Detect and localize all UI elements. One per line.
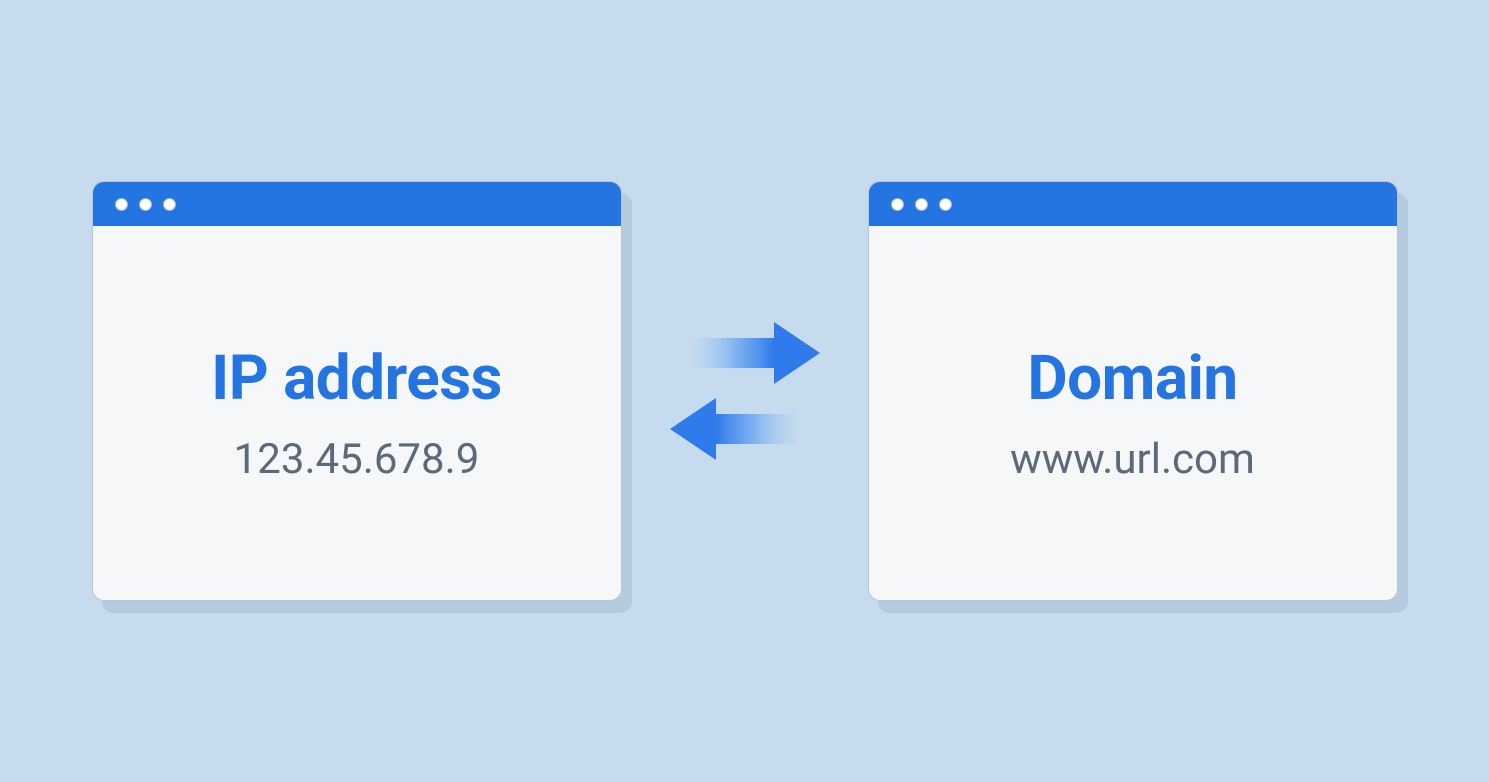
window-dot-icon: [115, 198, 128, 211]
window-dot-icon: [163, 198, 176, 211]
domain-window-titlebar: [869, 182, 1397, 226]
ip-address-window: IP address 123.45.678.9: [92, 181, 622, 601]
domain-value: www.url.com: [1010, 435, 1255, 484]
arrow-left-icon: [670, 398, 798, 460]
domain-window-body: Domain www.url.com: [869, 226, 1397, 600]
domain-window: Domain www.url.com: [868, 181, 1398, 601]
window-dot-icon: [891, 198, 904, 211]
ip-address-value: 123.45.678.9: [234, 435, 480, 484]
window-dot-icon: [139, 198, 152, 211]
ip-address-title: IP address: [211, 342, 502, 415]
ip-window-titlebar: [93, 182, 621, 226]
diagram-canvas: IP address 123.45.678.9: [0, 0, 1489, 782]
ip-window-body: IP address 123.45.678.9: [93, 226, 621, 600]
domain-title: Domain: [1027, 342, 1237, 415]
arrow-right-icon: [692, 322, 820, 384]
window-dot-icon: [939, 198, 952, 211]
window-dot-icon: [915, 198, 928, 211]
bidirectional-arrows: [670, 291, 820, 491]
